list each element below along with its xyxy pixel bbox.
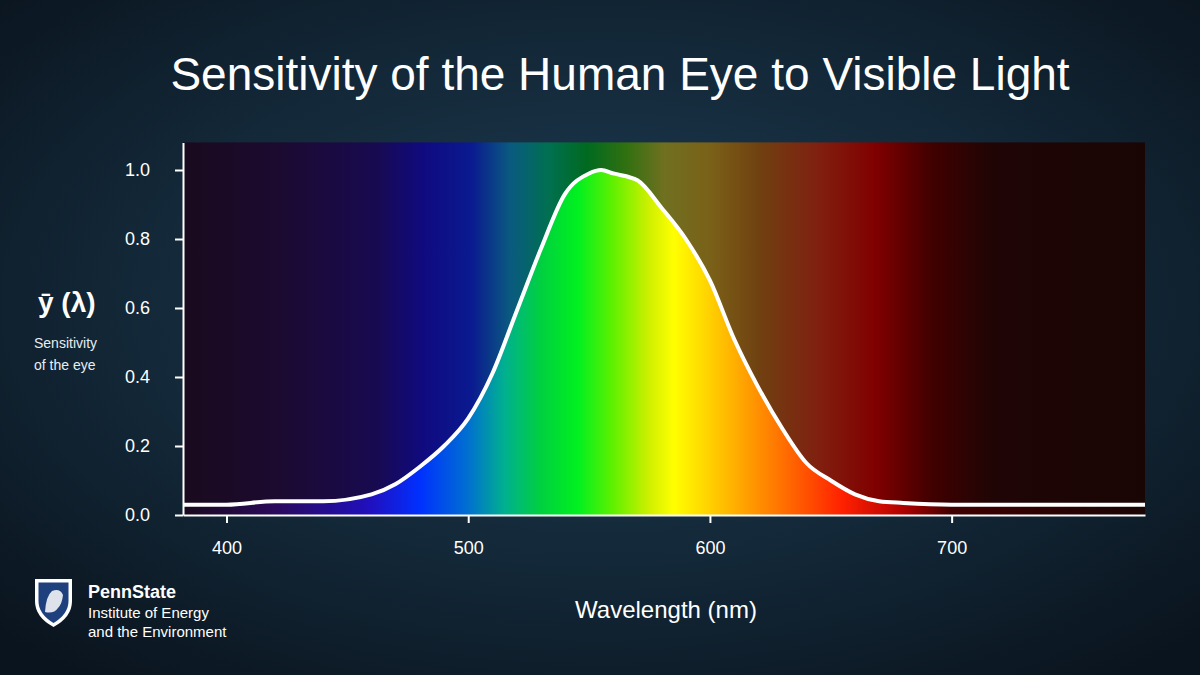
y-axis-tick: 0.8	[125, 229, 183, 249]
x-axis-tick-label: 700	[937, 538, 967, 558]
x-axis-line	[184, 515, 1146, 517]
logo-text: Institute of Energy	[88, 604, 209, 621]
x-axis-tick: 500	[454, 515, 484, 558]
y-axis-tick-label: 0.4	[125, 367, 150, 387]
logo-name: PennState	[88, 582, 176, 602]
x-axis-tick: 400	[212, 515, 242, 558]
y-axis-tick-mark	[175, 377, 183, 379]
y-axis-tick: 0.0	[125, 505, 183, 525]
y-axis-tick-mark	[175, 239, 183, 241]
y-axis-tick-label: 0.2	[125, 436, 150, 456]
y-axis-tick-label: 0.8	[125, 229, 150, 249]
y-axis-tick-mark	[175, 308, 183, 310]
x-axis-title: Wavelength (nm)	[575, 596, 757, 623]
chart: 0.0 0.2 0.4 0.6 0.8 1.0 400 500 600 700 Sensitivit…	[0, 0, 1200, 675]
plot-area	[183, 170, 1145, 515]
y-axis-caption: of the eye	[34, 357, 96, 373]
y-axis-tick-label: 0.0	[125, 505, 150, 525]
logo-lion	[45, 590, 63, 612]
x-axis-tick-label: 500	[454, 538, 484, 558]
logo-shield	[35, 579, 72, 627]
sensitivity-area	[183, 170, 1145, 515]
x-axis-tick-mark	[468, 515, 470, 523]
x-axis-tick-label: 600	[695, 538, 725, 558]
x-axis: 400 500 600 700	[184, 515, 1146, 558]
y-axis-title: ȳ (λ)	[38, 287, 96, 318]
y-axis-tick: 0.6	[125, 298, 183, 318]
y-axis-tick-label: 0.6	[125, 298, 150, 318]
y-axis-tick-mark	[175, 446, 183, 448]
y-axis-tick: 0.4	[125, 367, 183, 387]
sensitivity-line	[183, 170, 1145, 505]
x-axis-tick: 600	[695, 515, 725, 558]
y-axis-tick-mark	[175, 515, 183, 517]
spectrum-background	[183, 142, 1145, 515]
y-axis-line	[183, 143, 185, 516]
y-axis-tick-mark	[175, 170, 183, 172]
y-axis-tick: 0.2	[125, 436, 183, 456]
title: Sensitivity of the Human Eye to Visible …	[170, 48, 1069, 100]
y-axis-caption: Sensitivity	[34, 335, 97, 351]
x-axis-tick-mark	[709, 515, 711, 523]
background	[0, 0, 1200, 675]
x-axis-tick: 700	[937, 515, 967, 558]
x-axis-tick-mark	[951, 515, 953, 523]
x-axis-tick-mark	[226, 515, 228, 523]
y-axis-tick-label: 1.0	[125, 160, 150, 180]
y-axis: 0.0 0.2 0.4 0.6 0.8 1.0	[125, 143, 184, 525]
logo-shield-inner	[39, 583, 69, 624]
logo-text: and the Environment	[88, 623, 227, 640]
x-axis-tick-label: 400	[212, 538, 242, 558]
logo: PennState Institute of Energy and the Envi…	[35, 579, 227, 640]
y-axis-tick: 1.0	[125, 160, 183, 180]
